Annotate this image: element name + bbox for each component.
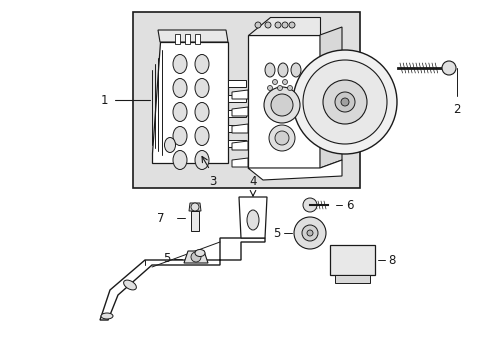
Ellipse shape (173, 78, 186, 98)
Circle shape (292, 50, 396, 154)
Circle shape (306, 230, 312, 236)
Circle shape (340, 98, 348, 106)
Circle shape (264, 22, 270, 28)
Bar (334, 275, 369, 283)
Circle shape (191, 252, 201, 262)
Circle shape (303, 60, 386, 144)
Polygon shape (183, 251, 207, 263)
Polygon shape (100, 238, 264, 320)
Polygon shape (227, 140, 245, 147)
Text: 1: 1 (101, 94, 108, 107)
Ellipse shape (195, 126, 208, 145)
Ellipse shape (246, 210, 259, 230)
Circle shape (274, 131, 288, 145)
Ellipse shape (195, 150, 208, 170)
Circle shape (267, 86, 272, 90)
Bar (133, 12, 359, 188)
Ellipse shape (173, 126, 186, 145)
Text: 6: 6 (346, 198, 353, 212)
Circle shape (254, 22, 261, 28)
Circle shape (270, 94, 292, 116)
Circle shape (282, 22, 287, 28)
Circle shape (282, 80, 287, 85)
Polygon shape (319, 27, 341, 168)
Polygon shape (158, 30, 227, 42)
Text: 5: 5 (272, 226, 280, 239)
Polygon shape (247, 160, 341, 180)
Ellipse shape (195, 78, 208, 98)
Circle shape (441, 61, 455, 75)
Ellipse shape (173, 54, 186, 73)
Ellipse shape (101, 313, 113, 319)
Ellipse shape (264, 63, 274, 77)
Circle shape (272, 80, 277, 85)
Ellipse shape (195, 103, 208, 122)
Polygon shape (189, 203, 201, 211)
Polygon shape (247, 17, 319, 35)
Polygon shape (247, 35, 319, 168)
Circle shape (323, 80, 366, 124)
Polygon shape (231, 90, 247, 99)
Circle shape (288, 22, 294, 28)
Ellipse shape (195, 54, 208, 73)
Bar (329, 245, 374, 275)
Text: 4: 4 (249, 175, 256, 188)
Ellipse shape (164, 138, 175, 153)
Polygon shape (231, 158, 247, 167)
Circle shape (287, 86, 292, 90)
Polygon shape (239, 197, 266, 238)
Ellipse shape (195, 249, 204, 257)
Ellipse shape (290, 63, 301, 77)
Ellipse shape (278, 63, 287, 77)
Polygon shape (231, 107, 247, 116)
Circle shape (191, 203, 199, 211)
Bar (184, 34, 190, 44)
Polygon shape (152, 42, 227, 163)
Circle shape (268, 125, 294, 151)
Circle shape (274, 22, 281, 28)
Text: 3: 3 (209, 175, 216, 188)
Ellipse shape (173, 103, 186, 122)
Polygon shape (227, 110, 245, 117)
Circle shape (302, 225, 317, 241)
Polygon shape (227, 95, 245, 102)
Text: 7: 7 (157, 212, 164, 225)
Polygon shape (227, 80, 245, 87)
Text: 5: 5 (163, 252, 170, 266)
Bar (191, 211, 199, 231)
Bar (175, 34, 180, 44)
Circle shape (303, 198, 316, 212)
Text: 2: 2 (452, 103, 460, 116)
Circle shape (334, 92, 354, 112)
Text: 8: 8 (387, 253, 395, 266)
Circle shape (277, 86, 282, 90)
Circle shape (264, 87, 299, 123)
Ellipse shape (173, 150, 186, 170)
Ellipse shape (123, 280, 136, 290)
Polygon shape (227, 125, 245, 132)
Bar (195, 34, 200, 44)
Polygon shape (231, 141, 247, 150)
Circle shape (293, 217, 325, 249)
Polygon shape (231, 124, 247, 133)
